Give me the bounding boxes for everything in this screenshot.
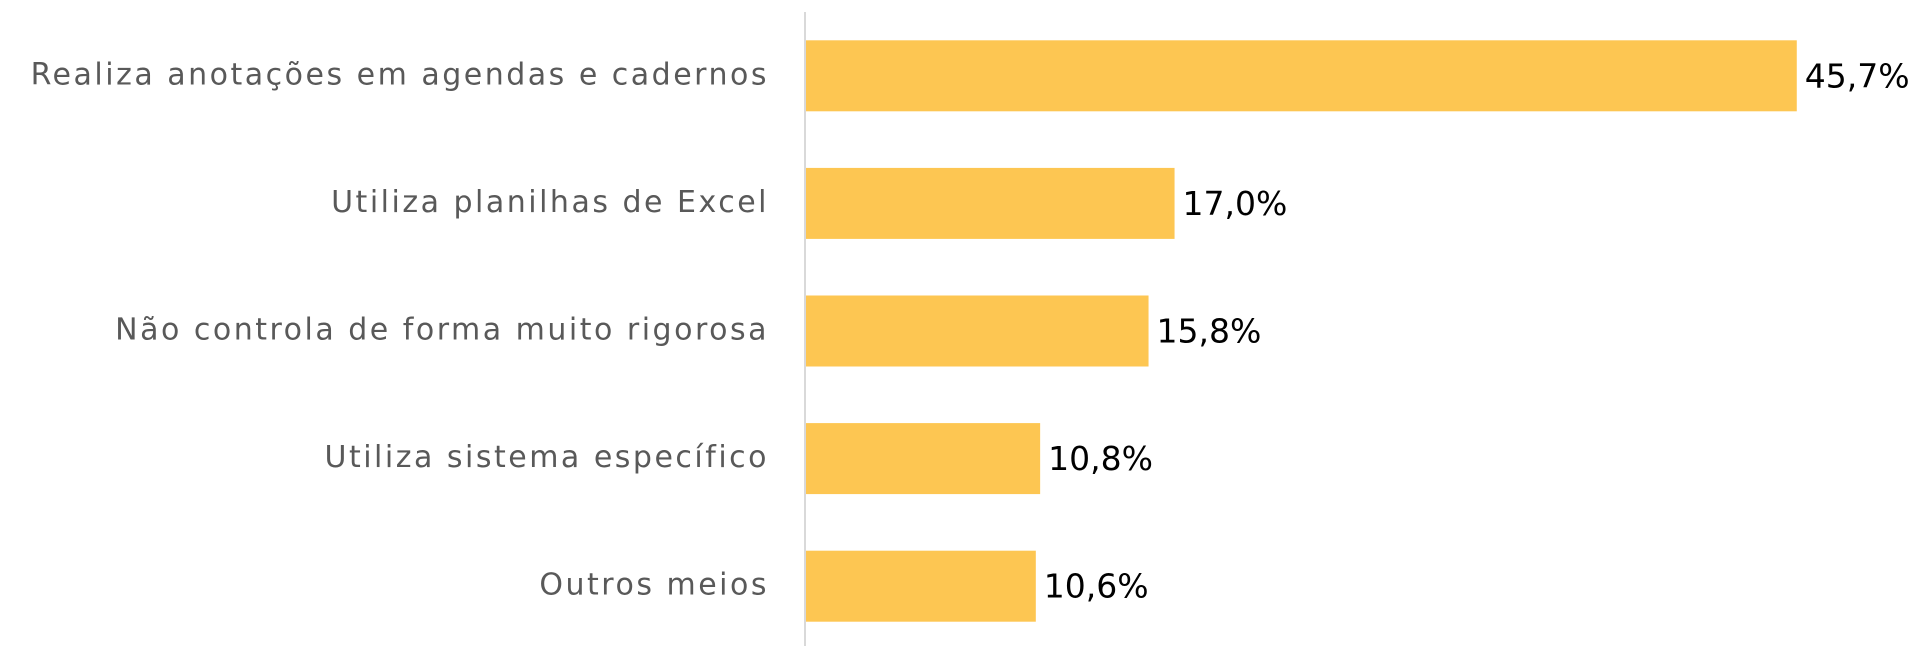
y-tick-label: Realiza anotações em agendas e cadernos [31,57,769,92]
value-label: 10,8% [1048,439,1153,478]
bar [806,295,1149,367]
value-label: 45,7% [1805,56,1910,95]
bar [806,40,1797,112]
value-label: 15,8% [1157,312,1262,351]
y-tick-label: Não controla de forma muito rigorosa [115,313,769,348]
y-tick-label: Outros meios [539,568,769,603]
value-label: 10,6% [1044,567,1149,606]
value-label: 17,0% [1183,184,1288,223]
bar [806,423,1041,495]
bar [806,167,1175,239]
y-tick-label: Utiliza sistema específico [324,440,769,475]
bar [806,550,1036,622]
y-tick-label: Utiliza planilhas de Excel [331,185,769,220]
